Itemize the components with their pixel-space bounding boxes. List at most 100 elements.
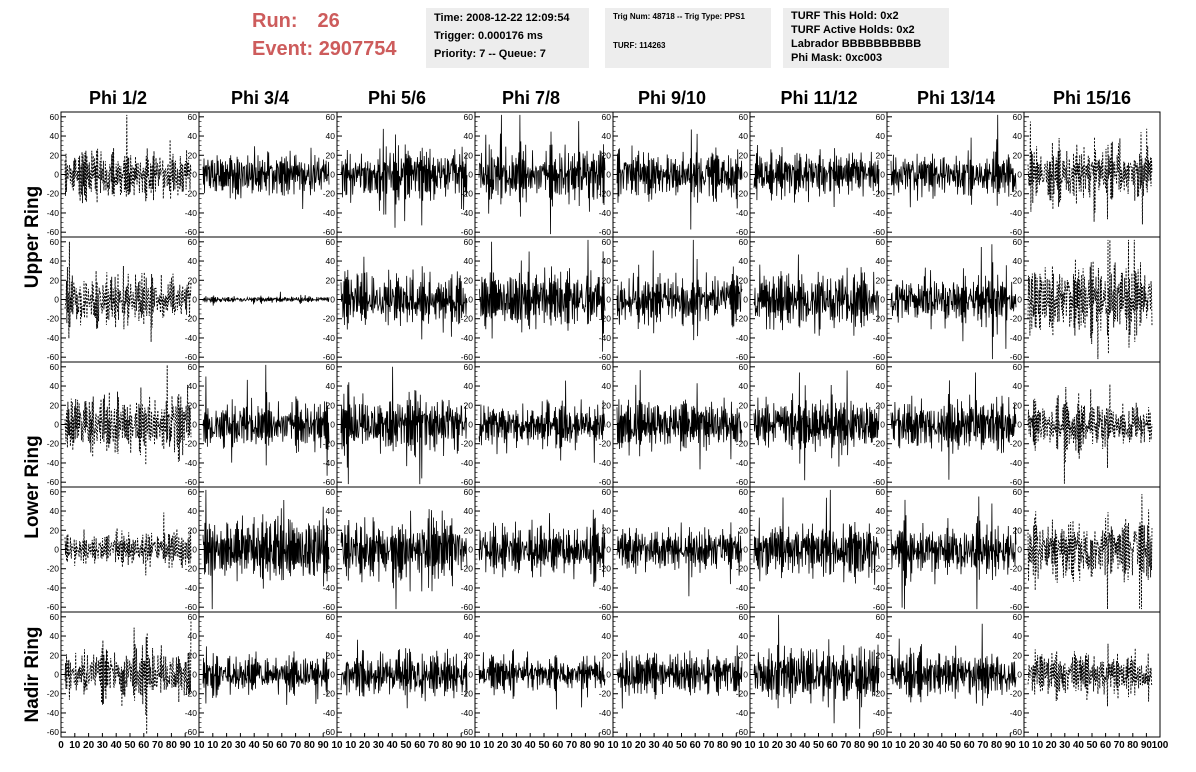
y-tick-label: 0 bbox=[743, 295, 748, 305]
waveform-trace bbox=[616, 370, 743, 470]
x-tick-label: 10 bbox=[621, 740, 633, 751]
y-tick-label: 40 bbox=[739, 256, 749, 266]
y-tick-label: -40 bbox=[323, 208, 336, 218]
y-tick-label: -20 bbox=[599, 564, 612, 574]
y-tick-label: -60 bbox=[185, 477, 198, 487]
run-line: Run: 26 bbox=[252, 10, 340, 33]
y-tick-label: -60 bbox=[461, 352, 474, 362]
y-tick-label: 20 bbox=[326, 650, 336, 660]
y-tick-label: 40 bbox=[326, 131, 336, 141]
y-tick-label: -60 bbox=[1010, 227, 1023, 237]
y-tick-label: -40 bbox=[1010, 708, 1023, 718]
y-tick-label: -40 bbox=[185, 208, 198, 218]
x-tick-label: 50 bbox=[950, 740, 962, 751]
y-tick-label: -40 bbox=[323, 708, 336, 718]
y-tick-label: -20 bbox=[461, 689, 474, 699]
waveform-trace bbox=[340, 128, 468, 228]
y-tick-label: -20 bbox=[461, 314, 474, 324]
waveform-trace bbox=[890, 623, 1017, 706]
y-tick-label: 60 bbox=[1013, 112, 1023, 122]
y-tick-label: 60 bbox=[602, 112, 612, 122]
y-tick-label: -60 bbox=[185, 227, 198, 237]
y-tick-label: -20 bbox=[599, 189, 612, 199]
y-tick-label: -60 bbox=[47, 352, 60, 362]
phi-mask-text: Phi Mask: 0xc003 bbox=[791, 52, 883, 64]
y-tick-label: 40 bbox=[50, 256, 60, 266]
y-tick-label: 40 bbox=[1013, 381, 1023, 391]
x-tick-label: 90 bbox=[868, 740, 880, 751]
x-tick-label: 60 bbox=[964, 740, 976, 751]
y-tick-label: -60 bbox=[599, 477, 612, 487]
y-tick-label: 60 bbox=[602, 487, 612, 497]
ring-label: Lower Ring bbox=[22, 435, 43, 538]
y-tick-label: 60 bbox=[50, 612, 60, 622]
x-tick-label: 60 bbox=[827, 740, 839, 751]
waveform-trace bbox=[890, 496, 1017, 610]
y-tick-label: 60 bbox=[50, 112, 60, 122]
waveform-trace bbox=[753, 489, 880, 585]
y-tick-label: 0 bbox=[1017, 295, 1022, 305]
labrador-text: Labrador BBBBBBBBBB bbox=[791, 38, 922, 50]
waveform-trace bbox=[202, 146, 330, 210]
y-tick-label: 0 bbox=[192, 670, 197, 680]
y-tick-label: 40 bbox=[50, 631, 60, 641]
x-tick-label: 50 bbox=[400, 740, 412, 751]
trig-text: Trig Num: 48718 -- Trig Type: PPS1 bbox=[613, 12, 745, 21]
y-tick-label: -20 bbox=[47, 189, 60, 199]
y-tick-label: 20 bbox=[602, 650, 612, 660]
y-tick-label: 0 bbox=[606, 670, 611, 680]
y-tick-label: -60 bbox=[323, 352, 336, 362]
y-tick-label: 0 bbox=[330, 420, 335, 430]
y-tick-label: 40 bbox=[464, 256, 474, 266]
y-tick-label: -40 bbox=[873, 208, 886, 218]
y-tick-label: 60 bbox=[876, 362, 886, 372]
y-tick-label: 20 bbox=[602, 525, 612, 535]
y-tick-label: -40 bbox=[736, 708, 749, 718]
y-tick-label: 20 bbox=[50, 650, 60, 660]
x-tick-label: 10 bbox=[69, 740, 81, 751]
y-tick-label: -60 bbox=[461, 727, 474, 737]
y-tick-label: 20 bbox=[188, 400, 198, 410]
y-tick-label: -20 bbox=[873, 564, 886, 574]
y-tick-label: -40 bbox=[461, 333, 474, 343]
y-tick-label: -20 bbox=[47, 314, 60, 324]
x-tick-label: 10 bbox=[1032, 740, 1044, 751]
y-tick-label: 60 bbox=[188, 612, 198, 622]
waveform-trace bbox=[202, 364, 330, 476]
y-tick-label: 0 bbox=[880, 295, 885, 305]
waveform-trace bbox=[616, 645, 743, 709]
y-tick-label: 20 bbox=[739, 400, 749, 410]
y-tick-label: 20 bbox=[188, 275, 198, 285]
x-tick-label: 80 bbox=[854, 740, 866, 751]
y-tick-label: 40 bbox=[1013, 631, 1023, 641]
x-tick-label: 10 bbox=[345, 740, 357, 751]
waveform-trace bbox=[616, 239, 743, 341]
info-box-trig: Trig Num: 48718 -- Trig Type: PPS1 TURF:… bbox=[605, 8, 771, 68]
y-tick-label: 60 bbox=[1013, 487, 1023, 497]
y-tick-label: -60 bbox=[599, 602, 612, 612]
x-tick-label: 20 bbox=[635, 740, 647, 751]
y-tick-label: 60 bbox=[188, 362, 198, 372]
y-tick-label: 0 bbox=[54, 295, 59, 305]
x-tick-label: 80 bbox=[1127, 740, 1139, 751]
y-tick-label: 40 bbox=[326, 256, 336, 266]
y-tick-label: 60 bbox=[326, 112, 336, 122]
y-tick-label: 0 bbox=[606, 170, 611, 180]
waveform-trace bbox=[64, 619, 192, 735]
y-tick-label: 60 bbox=[739, 237, 749, 247]
event-label: Event: bbox=[252, 38, 314, 60]
y-tick-label: 20 bbox=[464, 650, 474, 660]
x-tick-label: 50 bbox=[262, 740, 274, 751]
y-tick-label: 20 bbox=[1013, 275, 1023, 285]
y-tick-label: -60 bbox=[736, 602, 749, 612]
y-tick-label: -20 bbox=[47, 439, 60, 449]
x-tick-label: 50 bbox=[1086, 740, 1098, 751]
y-tick-label: 0 bbox=[330, 295, 335, 305]
y-tick-label: -60 bbox=[47, 477, 60, 487]
y-tick-label: 60 bbox=[739, 362, 749, 372]
waveform-trace bbox=[202, 489, 330, 610]
x-tick-label: 70 bbox=[566, 740, 578, 751]
y-tick-label: 60 bbox=[602, 362, 612, 372]
y-tick-label: -40 bbox=[461, 708, 474, 718]
x-tick-label: 80 bbox=[166, 740, 178, 751]
